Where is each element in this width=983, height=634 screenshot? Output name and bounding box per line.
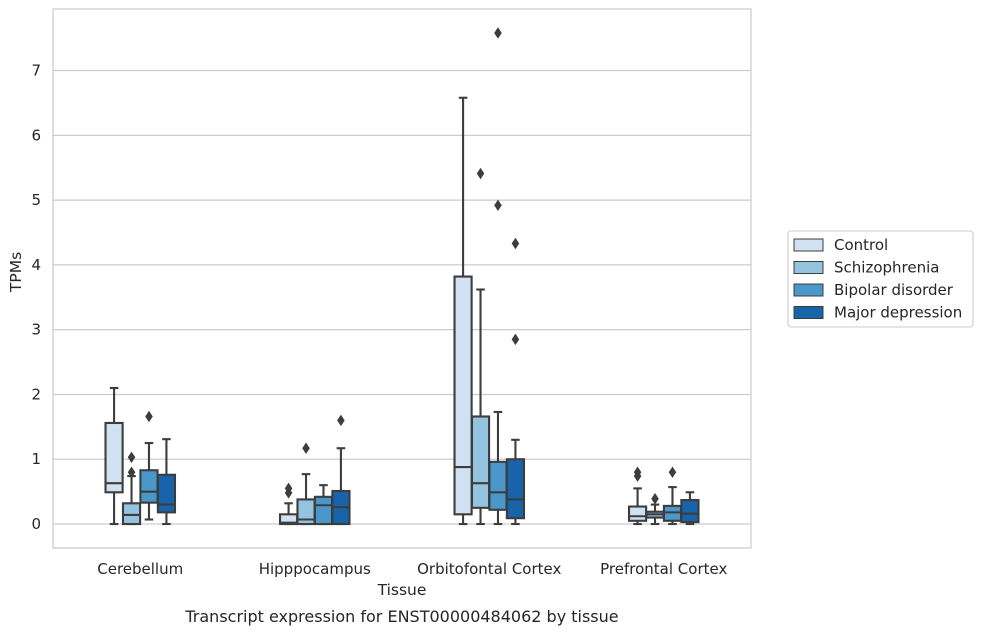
y-tick-label: 6 [31, 126, 41, 144]
y-tick-label: 1 [31, 450, 41, 468]
series-schizophrenia [121, 167, 665, 526]
outlier-point [668, 466, 677, 478]
outlier-point [127, 466, 136, 478]
gridlines [53, 69, 751, 525]
outlier-point [494, 27, 502, 39]
y-axis-ticks: 0 1 2 3 4 5 6 7 [31, 62, 41, 533]
box [470, 415, 491, 509]
outlier-point [302, 442, 310, 454]
x-tick-label: Prefrontal Cortex [600, 560, 727, 578]
series-bipolar-disorder [139, 27, 683, 526]
y-tick-label: 2 [31, 385, 41, 403]
box [627, 505, 648, 522]
box [488, 460, 508, 511]
box [104, 421, 124, 494]
x-tick-label: Hipppocampus [259, 560, 371, 578]
y-tick-label: 4 [31, 256, 41, 274]
outlier-point [494, 199, 502, 212]
outlier-point [511, 333, 520, 346]
box [505, 458, 526, 520]
outlier-point [127, 451, 136, 464]
box [453, 275, 473, 516]
legend-label: Bipolar disorder [834, 281, 954, 299]
legend-label: Major depression [834, 304, 962, 322]
outlier-point [145, 410, 153, 423]
y-tick-label: 5 [31, 191, 41, 209]
box-series [104, 27, 700, 526]
x-tick-label: Cerebellum [97, 560, 183, 578]
y-tick-label: 0 [31, 515, 41, 533]
legend-swatch [793, 238, 824, 252]
legend-swatch [793, 283, 824, 297]
legend-label: Schizophrenia [834, 259, 939, 277]
legend-swatch [793, 306, 824, 319]
outlier-point [633, 466, 642, 478]
series-major-depression [156, 237, 700, 526]
outlier-point [476, 167, 485, 180]
legend: Control Schizophrenia Bipolar disorder Majo… [787, 230, 974, 328]
legend-swatch [793, 261, 824, 274]
x-axis-label: Tissue [377, 581, 427, 599]
plot-frame [52, 8, 752, 549]
outlier-point [337, 414, 345, 427]
y-axis-label: TPMs [7, 252, 25, 293]
box [139, 469, 159, 504]
legend-label: Control [834, 236, 888, 254]
y-tick-label: 7 [31, 62, 41, 80]
chart-caption: Transcript expression for ENST0000048406… [184, 607, 618, 626]
box [121, 502, 142, 526]
x-axis-ticks: Cerebellum Hipppocampus Orbitofontal Corte… [97, 560, 727, 578]
legend-frame [787, 230, 974, 328]
outlier-point [651, 493, 659, 505]
x-tick-label: Orbitofontal Cortex [417, 560, 561, 578]
box [313, 495, 334, 526]
outlier-point [284, 482, 293, 495]
box [156, 473, 177, 514]
y-tick-label: 3 [31, 321, 41, 339]
box [680, 499, 700, 524]
series-control [104, 96, 648, 526]
outlier-point [511, 237, 520, 250]
